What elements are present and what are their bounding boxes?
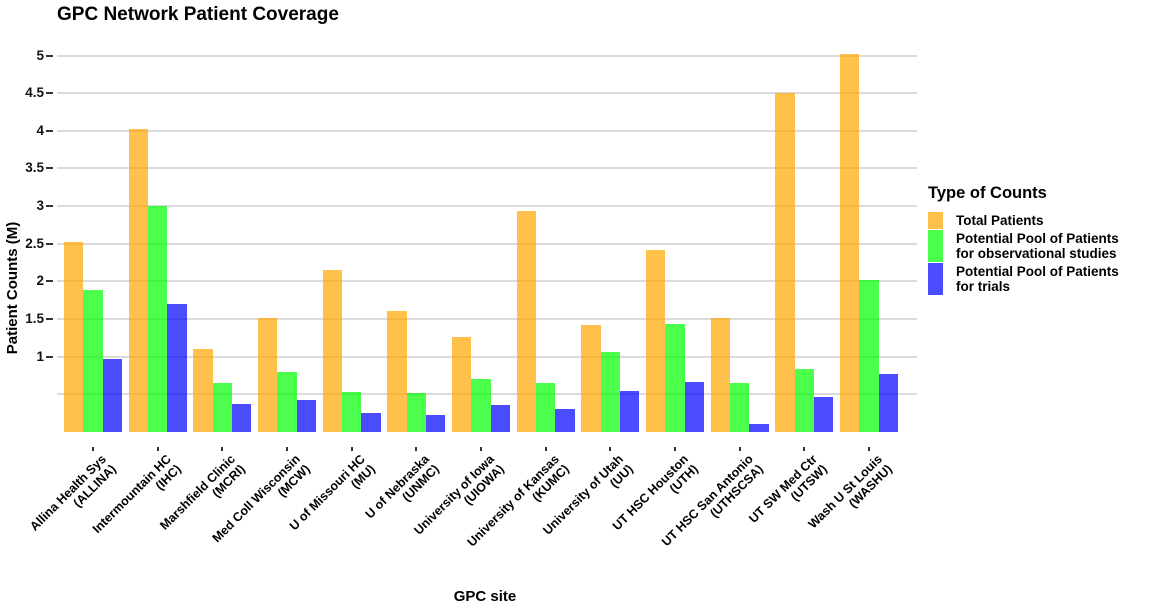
bar-total-patients bbox=[128, 128, 148, 432]
x-tick-mark bbox=[221, 447, 224, 451]
gridline bbox=[57, 355, 917, 358]
y-tick-label: 3 bbox=[36, 198, 44, 214]
bar-observational-pool bbox=[859, 279, 879, 432]
bar-observational-pool bbox=[471, 379, 491, 432]
bar-total-patients bbox=[710, 318, 730, 432]
x-tick-mark bbox=[286, 447, 288, 451]
bar-total-patients bbox=[581, 325, 601, 432]
bar-total-patients bbox=[452, 337, 472, 432]
x-tick-mark bbox=[415, 447, 418, 451]
x-axis-title: GPC site bbox=[453, 588, 517, 605]
bar-observational-pool bbox=[665, 324, 685, 432]
x-tick-mark bbox=[92, 447, 94, 451]
y-tick-label: 2.5 bbox=[25, 235, 44, 251]
legend-label-line: for trials bbox=[956, 279, 1011, 294]
bar-trials-pool bbox=[749, 423, 769, 432]
bar-trials-pool bbox=[619, 391, 640, 432]
legend-items: Total Patients Potential Pool of Patients… bbox=[928, 212, 1152, 295]
legend-swatch-total-patients bbox=[928, 212, 943, 229]
gridline bbox=[57, 205, 917, 208]
legend: Type of Counts Total Patients Potential P… bbox=[928, 184, 1152, 296]
y-tick-mark bbox=[46, 280, 53, 283]
legend-label-line: Potential Pool of Patients bbox=[956, 263, 1119, 279]
bar-observational-pool bbox=[729, 383, 750, 432]
bar-total-patients bbox=[775, 93, 795, 432]
bar-trials-pool bbox=[296, 399, 316, 432]
bar-trials-pool bbox=[102, 359, 122, 432]
y-tick-label: 4 bbox=[36, 122, 44, 138]
x-tick-mark bbox=[156, 447, 159, 451]
bar-trials-pool bbox=[232, 404, 252, 432]
gridline bbox=[57, 92, 917, 95]
bar-total-patients bbox=[64, 242, 84, 432]
bar-observational-pool bbox=[406, 392, 426, 432]
legend-item-label: Total Patients bbox=[956, 212, 1044, 229]
y-tick-mark bbox=[46, 54, 53, 57]
bar-observational-pool bbox=[342, 392, 362, 432]
y-tick-label: 2 bbox=[36, 273, 44, 289]
gridline bbox=[57, 54, 917, 57]
bar-trials-pool bbox=[167, 304, 187, 432]
bar-observational-pool bbox=[148, 206, 168, 432]
legend-swatch-observational-pool bbox=[928, 229, 943, 262]
bar-total-patients bbox=[516, 210, 536, 432]
y-tick-label: 3.5 bbox=[25, 160, 44, 176]
y-tick-label: 5 bbox=[36, 47, 44, 63]
bar-trials-pool bbox=[813, 397, 834, 432]
bar-observational-pool bbox=[536, 383, 556, 432]
x-tick-mark bbox=[674, 447, 676, 451]
x-tick-mark bbox=[738, 447, 741, 451]
gridline bbox=[57, 318, 917, 321]
x-tick-mark bbox=[480, 447, 482, 451]
x-tick-mark bbox=[544, 447, 547, 451]
bar-observational-pool bbox=[212, 383, 232, 432]
x-tick-mark bbox=[803, 447, 806, 451]
x-tick-mark bbox=[609, 447, 612, 451]
legend-item: Potential Pool of Patients for observatio… bbox=[928, 229, 1152, 262]
y-tick-label: 1.5 bbox=[25, 311, 44, 327]
y-tick-mark bbox=[46, 318, 53, 321]
y-tick-mark bbox=[46, 242, 53, 245]
legend-label-line: for observational studies bbox=[956, 246, 1117, 261]
y-tick-mark bbox=[46, 355, 53, 358]
bar-observational-pool bbox=[83, 290, 103, 432]
bar-total-patients bbox=[258, 317, 278, 432]
bar-trials-pool bbox=[684, 382, 704, 432]
bar-trials-pool bbox=[490, 404, 510, 432]
gridline bbox=[57, 242, 917, 245]
gridline bbox=[57, 129, 917, 132]
y-tick-label: 4.5 bbox=[25, 85, 44, 101]
gridline bbox=[57, 167, 917, 170]
bar-total-patients bbox=[322, 270, 342, 432]
bar-total-patients bbox=[193, 349, 213, 432]
legend-label-line: Total Patients bbox=[956, 213, 1044, 228]
bar-total-patients bbox=[387, 310, 407, 432]
legend-label-line: Potential Pool of Patients bbox=[956, 230, 1119, 246]
y-tick-mark bbox=[46, 167, 53, 170]
legend-swatch-trials-pool bbox=[928, 262, 943, 295]
legend-item-label: Potential Pool of Patients for trials bbox=[956, 263, 1119, 295]
bar-trials-pool bbox=[361, 413, 381, 432]
legend-title: Type of Counts bbox=[928, 184, 1047, 202]
bar-observational-pool bbox=[794, 368, 814, 432]
x-tick-mark bbox=[868, 447, 870, 451]
y-tick-label: 1 bbox=[36, 348, 44, 364]
bar-total-patients bbox=[839, 54, 860, 432]
bar-trials-pool bbox=[426, 414, 446, 432]
legend-item: Total Patients bbox=[928, 212, 1152, 229]
legend-item: Potential Pool of Patients for trials bbox=[928, 262, 1152, 295]
legend-item-label: Potential Pool of Patients for observatio… bbox=[956, 230, 1119, 262]
y-tick-mark bbox=[46, 129, 53, 132]
y-tick-mark bbox=[46, 92, 53, 95]
bar-observational-pool bbox=[600, 352, 620, 432]
x-tick-mark bbox=[350, 447, 353, 451]
bar-trials-pool bbox=[878, 374, 898, 432]
chart-title: GPC Network Patient Coverage bbox=[57, 4, 339, 25]
y-tick-mark bbox=[46, 205, 53, 208]
gridline bbox=[57, 280, 917, 283]
bar-total-patients bbox=[645, 249, 666, 432]
bar-observational-pool bbox=[277, 371, 297, 432]
bar-trials-pool bbox=[555, 409, 575, 432]
